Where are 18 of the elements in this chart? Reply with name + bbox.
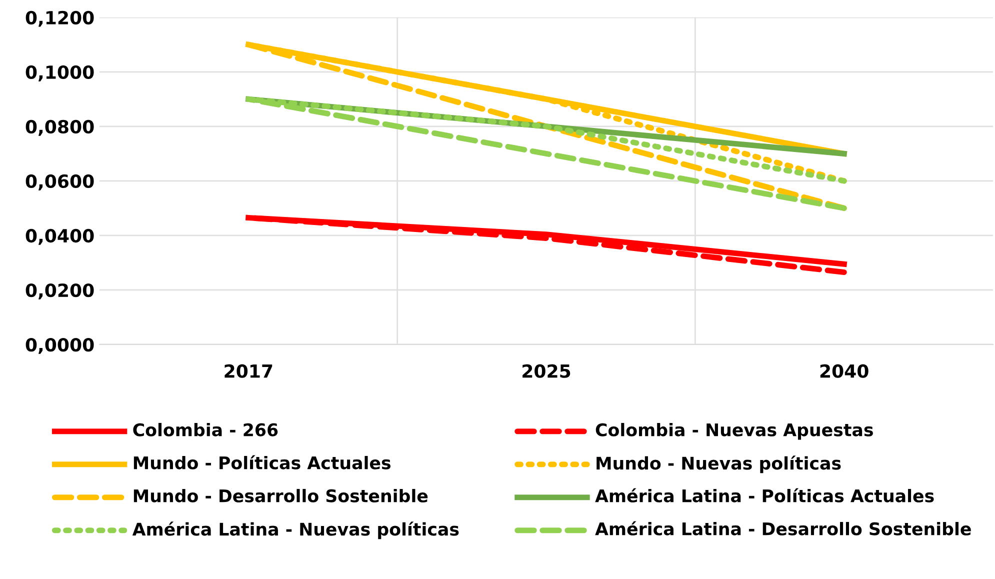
x-tick-label: 2040 — [820, 364, 868, 378]
x-tick-label: 2025 — [522, 364, 570, 378]
legend-label: Mundo - Nuevas políticas — [596, 456, 841, 474]
legend-label: Colombia - Nuevas Apuestas — [596, 422, 873, 440]
y-tick-label: 0,0200 — [26, 283, 94, 300]
y-tick-label: 0,0600 — [26, 174, 94, 190]
y-tick-label: 0,0800 — [26, 120, 94, 136]
y-tick-label: 0,1200 — [26, 10, 94, 27]
x-tick-label: 2017 — [224, 364, 272, 378]
legend-label: América Latina - Nuevas políticas — [132, 522, 459, 540]
legend-label: América Latina - Desarrollo Sostenible — [595, 521, 971, 536]
y-tick-label: 0,1000 — [26, 65, 94, 82]
legend-label: Mundo - Desarrollo Sostenible — [134, 488, 428, 502]
y-tick-label: 0,0400 — [26, 228, 94, 245]
legend-label: Colombia - 266 — [133, 422, 278, 436]
legend-label: Mundo - Políticas Actuales — [134, 455, 391, 470]
legend-label: América Latina - Políticas Actuales — [595, 488, 934, 502]
y-tick-label: 0,0000 — [26, 338, 94, 354]
